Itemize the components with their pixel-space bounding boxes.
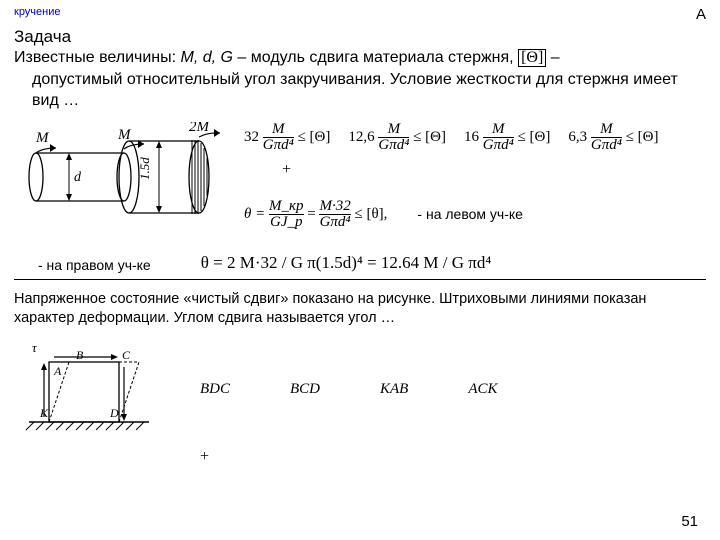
- page-number: 51: [681, 513, 698, 530]
- shear-row: τ A B C D K BDC BCD KAB ACK: [0, 331, 720, 448]
- plus-mark: +: [244, 153, 706, 187]
- answer-options: 32 MGπd⁴ ≤ [Θ] 12,6 MGπd⁴ ≤ [Θ] 16 MGπd⁴…: [244, 122, 706, 230]
- label-M: M: [35, 130, 50, 146]
- opt-3: 16 MGπd⁴ ≤ [Θ]: [464, 122, 550, 153]
- shear-options: BDC BCD KAB ACK: [200, 381, 706, 398]
- label-15d: 1.5d: [137, 157, 152, 180]
- paragraph-2: Напряженное состояние «чистый сдвиг» пок…: [0, 286, 720, 332]
- shear-opt-3: KAB: [380, 381, 408, 398]
- shear-figure: τ A B C D K: [14, 337, 164, 442]
- result-row: - на правом уч-ке θ = 2 M·32 / G π(1.5d)…: [0, 237, 720, 273]
- breadcrumb: кручение: [14, 6, 61, 23]
- page-letter: А: [696, 6, 706, 23]
- tau: τ: [32, 340, 38, 355]
- A: A: [53, 364, 62, 378]
- text: –: [546, 49, 559, 66]
- opt-1: 32 MGπd⁴ ≤ [Θ]: [244, 122, 330, 153]
- label-2M: 2M: [189, 122, 211, 135]
- K: K: [39, 406, 49, 420]
- text: допустимый относительный угол закручиван…: [14, 69, 706, 112]
- opt-4: 6,3 MGπd⁴ ≤ [Θ]: [568, 122, 658, 153]
- C: C: [122, 348, 131, 362]
- shear-opt-2: BCD: [290, 381, 320, 398]
- shear-opt-1: BDC: [200, 381, 230, 398]
- shaft-figure: M M 2M d 1.5d: [14, 122, 224, 237]
- task-title: Задача: [0, 23, 720, 47]
- text: – модуль сдвига материала стержня,: [233, 49, 518, 66]
- theta-formula-row: θ = M_крGJ_p = M·32Gπd⁴ ≤ [θ], - на лево…: [244, 187, 706, 230]
- vars: М, d, G: [181, 49, 233, 66]
- theta-eq: θ = M_крGJ_p = M·32Gπd⁴ ≤ [θ],: [244, 199, 387, 230]
- B: B: [76, 348, 84, 362]
- options-line: 32 MGπd⁴ ≤ [Θ] 12,6 MGπd⁴ ≤ [Θ] 16 MGπd⁴…: [244, 122, 706, 153]
- problem-statement: Известные величины: М, d, G – модуль сдв…: [0, 47, 720, 112]
- shear-plus: +: [0, 448, 720, 466]
- text: Известные величины:: [14, 49, 181, 66]
- header-row: кручение А: [0, 0, 720, 23]
- annotation-left: - на левом уч-ке: [417, 206, 523, 222]
- theta-symbol: [Θ]: [518, 49, 546, 67]
- divider: [14, 279, 706, 280]
- annotation-right: - на правом уч-ке: [14, 257, 151, 273]
- opt-2: 12,6 MGπd⁴ ≤ [Θ]: [348, 122, 446, 153]
- shear-opt-4: ACK: [468, 381, 497, 398]
- label-d: d: [74, 170, 82, 185]
- result-formula: θ = 2 M·32 / G π(1.5d)⁴ = 12.64 M / G πd…: [201, 253, 492, 273]
- figure-row: M M 2M d 1.5d: [0, 112, 720, 237]
- D: D: [109, 406, 119, 420]
